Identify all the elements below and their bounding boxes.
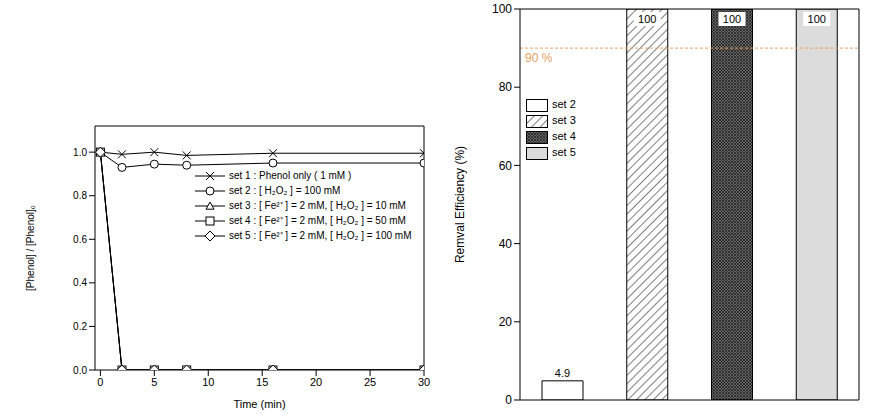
html-text:set 4: set 4 (552, 130, 576, 142)
html-text:set 2: set 2 (552, 98, 576, 110)
svg-text:10: 10 (202, 376, 214, 388)
svg-text:100: 100 (723, 13, 741, 25)
svg-text:0.6: 0.6 (73, 234, 87, 245)
svg-text:1.0: 1.0 (73, 147, 87, 158)
svg-text:100: 100 (808, 13, 826, 25)
svg-text:100: 100 (492, 2, 512, 16)
svg-text:[Phenol] / [Phenol]₀: [Phenol] / [Phenol]₀ (25, 205, 36, 291)
svg-text:Remval Efficiency (%): Remval Efficiency (%) (453, 146, 467, 263)
svg-text:0: 0 (97, 376, 103, 388)
svg-text:30: 30 (418, 376, 430, 388)
html-text:set 5 : [ Fe²⁺ ] = 2 mM, [ H₂O: set 5 : [ Fe²⁺ ] = 2 mM, [ H₂O₂ ] = 100 … (229, 230, 412, 241)
svg-text:20: 20 (310, 376, 322, 388)
svg-text:Time (min): Time (min) (233, 398, 285, 410)
svg-text:20: 20 (499, 315, 513, 329)
svg-text:40: 40 (499, 237, 513, 251)
svg-text:25: 25 (364, 376, 376, 388)
svg-text:0.4: 0.4 (73, 277, 87, 288)
svg-text:5: 5 (151, 376, 157, 388)
svg-text:4.9: 4.9 (555, 367, 570, 379)
svg-text:0.2: 0.2 (73, 321, 87, 332)
html-text:set 3 : [ Fe²⁺ ] = 2 mM, [ H₂O: set 3 : [ Fe²⁺ ] = 2 mM, [ H₂O₂ ] = 10 m… (229, 200, 406, 211)
svg-text:0: 0 (505, 393, 512, 407)
svg-text:15: 15 (256, 376, 268, 388)
html-text:set 1 : Phenol only ( 1 mM ): set 1 : Phenol only ( 1 mM ) (229, 170, 352, 181)
svg-text:80: 80 (499, 80, 513, 94)
svg-text:100: 100 (638, 13, 656, 25)
html-text:set 4 : [ Fe²⁺ ] = 2 mM, [ H₂O: set 4 : [ Fe²⁺ ] = 2 mM, [ H₂O₂ ] = 50 m… (229, 215, 406, 226)
svg-text:60: 60 (499, 159, 513, 173)
html-text:set 3: set 3 (552, 114, 576, 126)
svg-text:0.8: 0.8 (73, 190, 87, 201)
svg-text:90 %: 90 % (525, 51, 553, 65)
html-text:set 2 : [ H₂O₂ ] = 100 mM: set 2 : [ H₂O₂ ] = 100 mM (229, 185, 341, 196)
svg-text:0.0: 0.0 (73, 365, 87, 376)
html-text:set 5: set 5 (552, 146, 576, 158)
